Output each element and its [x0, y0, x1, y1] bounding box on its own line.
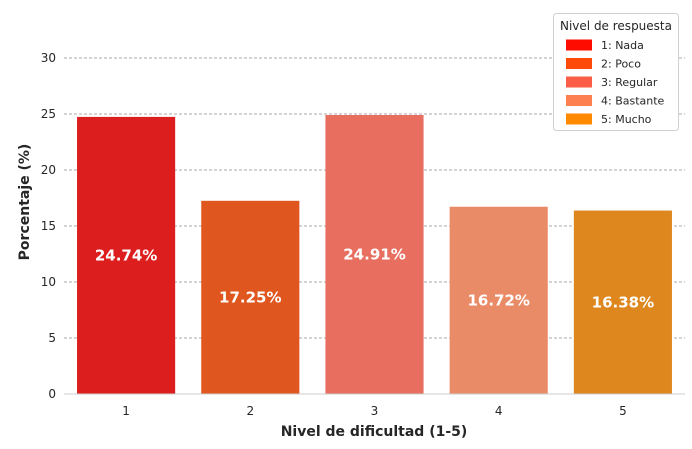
bar: [201, 200, 300, 394]
y-tick-label: 10: [41, 275, 56, 289]
legend-label: 3: Regular: [601, 76, 658, 89]
data-label: 24.74%: [95, 246, 157, 264]
x-tick-label: 3: [371, 404, 379, 418]
data-label: 16.72%: [467, 291, 529, 309]
y-axis-title: Porcentaje (%): [17, 144, 33, 261]
legend-label: 1: Nada: [601, 39, 644, 52]
bar: [573, 210, 672, 394]
y-tick-label: 20: [41, 163, 56, 177]
data-labels: 24.74% 17.25% 24.91% 16.72% 16.38%: [95, 246, 654, 312]
x-tick-label: 2: [246, 404, 254, 418]
legend-items: 1: Nada 2: Poco 3: Regular 4: Bastante 5: Mu…: [566, 39, 665, 126]
y-tick-labels: 0 5 10 15 20 25 30: [41, 51, 56, 401]
legend: Nivel de respuesta 1: Nada 2: Poco 3: Regu…: [553, 13, 679, 131]
x-tick-label: 1: [122, 404, 130, 418]
y-tick-label: 15: [41, 219, 56, 233]
legend-label: 4: Bastante: [601, 95, 665, 108]
y-tick-label: 5: [48, 331, 56, 345]
data-label: 16.38%: [592, 293, 654, 311]
y-tick-label: 0: [48, 387, 56, 401]
bar: [325, 115, 424, 395]
data-label: 24.91%: [343, 246, 405, 264]
data-label: 17.25%: [219, 288, 281, 306]
legend-swatch: [566, 76, 592, 88]
x-tick-labels: 1 2 3 4 5: [122, 404, 626, 418]
legend-swatch: [566, 39, 592, 51]
legend-label: 2: Poco: [601, 58, 641, 71]
bar: [449, 206, 548, 394]
legend-swatch: [566, 113, 592, 125]
legend-swatch: [566, 95, 592, 106]
y-tick-label: 30: [41, 51, 56, 65]
x-tick-label: 5: [619, 404, 627, 418]
bar: [77, 116, 176, 395]
legend-label: 5: Mucho: [601, 113, 652, 126]
x-axis-title: Nivel de dificultad (1-5): [281, 424, 468, 440]
legend-title: Nivel de respuesta: [560, 19, 672, 33]
legend-swatch: [566, 58, 592, 69]
bars: [77, 115, 672, 395]
y-tick-label: 25: [41, 107, 56, 121]
x-tick-label: 4: [495, 404, 503, 418]
